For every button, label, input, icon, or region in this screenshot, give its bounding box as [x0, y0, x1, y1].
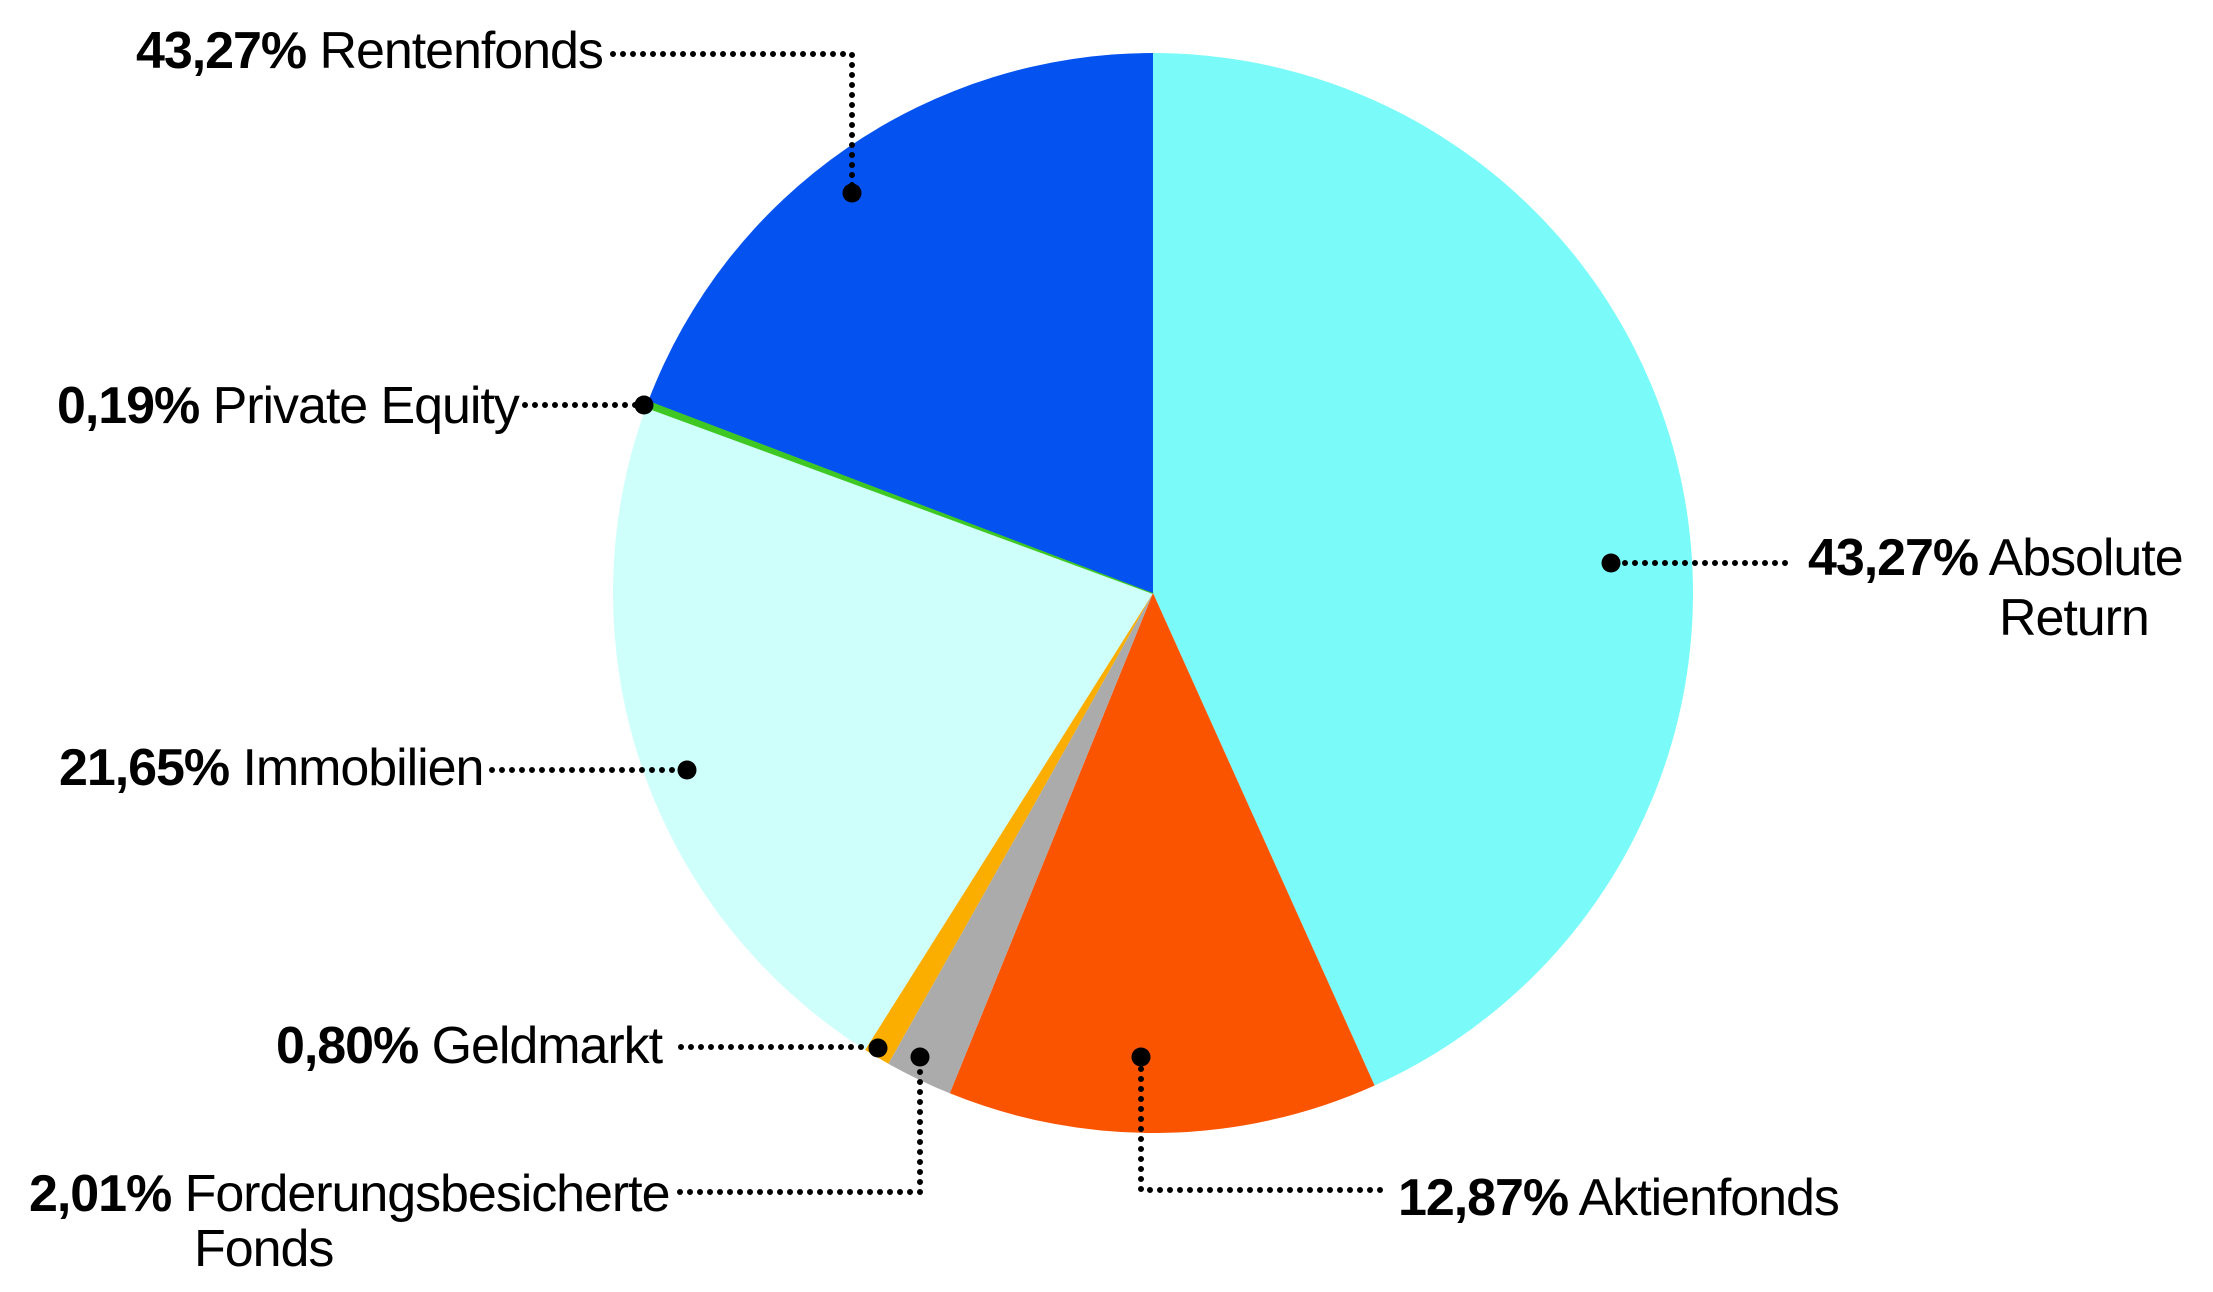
svg-text:43,27% Rentenfonds: 43,27% Rentenfonds [136, 22, 603, 80]
svg-text:21,65% Immobilien: 21,65% Immobilien [59, 739, 483, 797]
svg-text:43,27% Absolute: 43,27% Absolute [1808, 529, 2183, 587]
svg-text:12,87% Aktienfonds: 12,87% Aktienfonds [1398, 1169, 1839, 1227]
svg-text:2,01% Forderungsbesicherte: 2,01% Forderungsbesicherte [29, 1165, 669, 1223]
svg-text:0,19% Private Equity: 0,19% Private Equity [57, 377, 520, 435]
svg-text:Return: Return [1999, 589, 2149, 647]
svg-text:Fonds: Fonds [194, 1220, 333, 1278]
svg-text:0,80% Geldmarkt: 0,80% Geldmarkt [276, 1017, 664, 1075]
